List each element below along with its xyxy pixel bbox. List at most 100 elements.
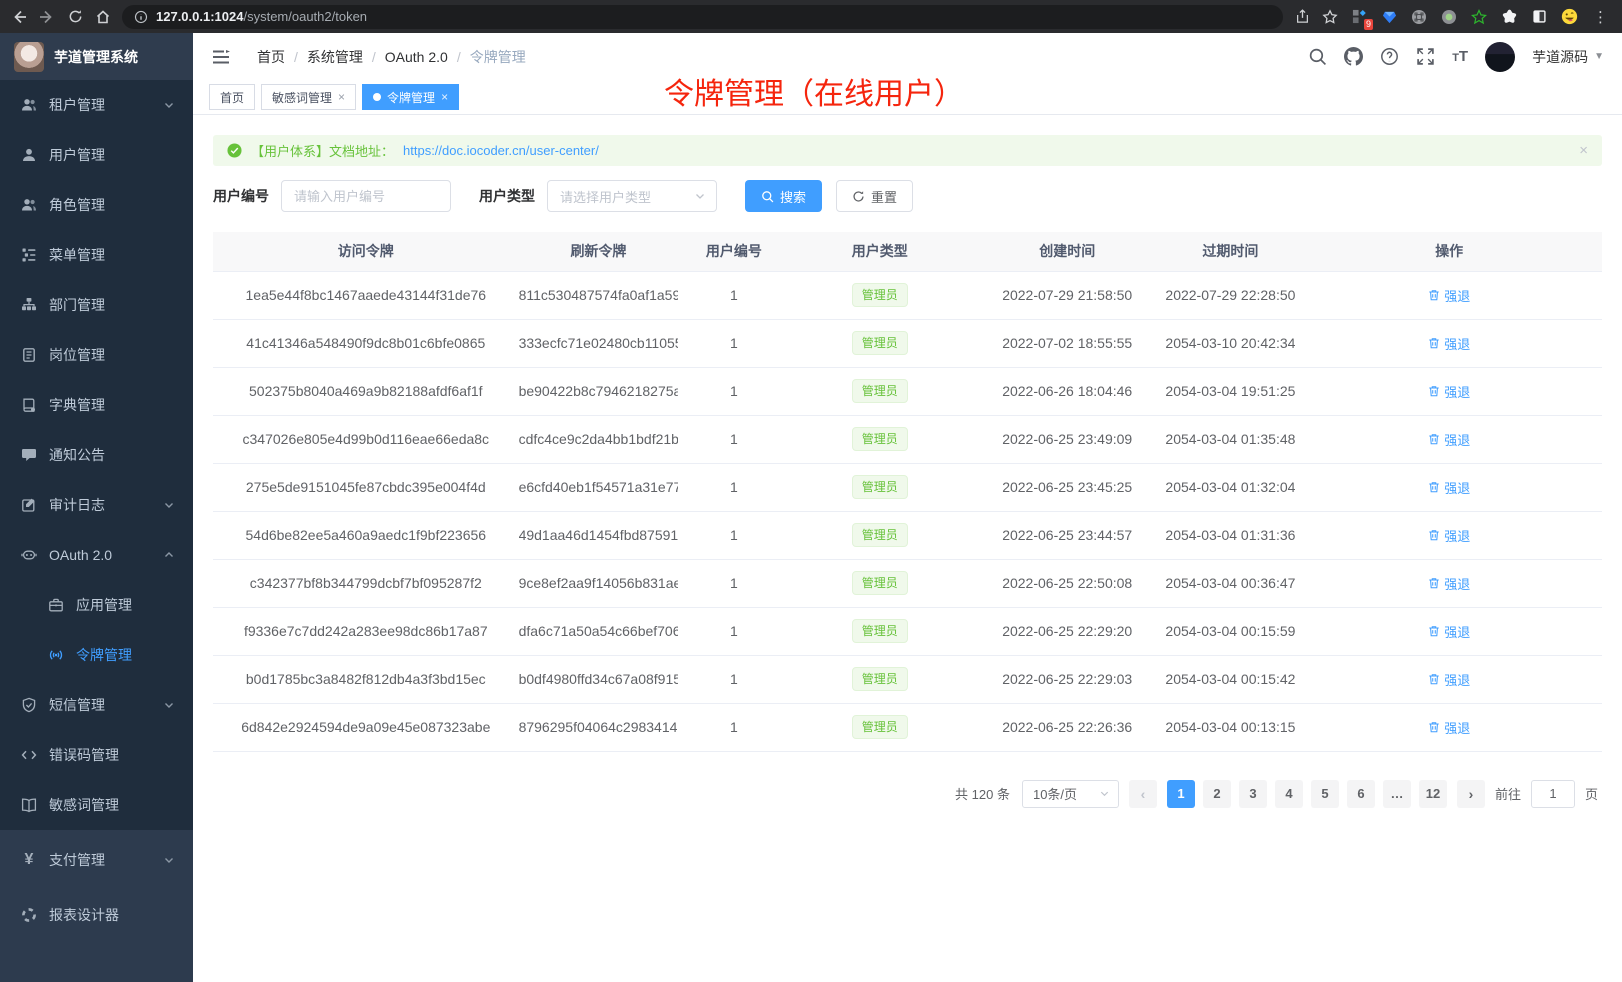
collapse-sidebar-icon[interactable] xyxy=(211,47,231,67)
table-header-cell: 用户编号 xyxy=(678,232,790,272)
tab-close-icon[interactable]: × xyxy=(441,90,449,104)
page-tab[interactable]: 令牌管理 × xyxy=(362,84,460,110)
reload-icon[interactable] xyxy=(66,8,84,26)
page-number-button[interactable]: 1 xyxy=(1166,779,1195,808)
table-header-cell: 操作 xyxy=(1296,232,1602,272)
user-type-cell: 管理员 xyxy=(789,463,970,512)
doc-link[interactable]: https://doc.iocoder.cn/user-center/ xyxy=(403,143,599,158)
sidebar-item[interactable]: 角色管理 xyxy=(0,180,193,230)
page-number-button[interactable]: … xyxy=(1382,779,1411,808)
reset-button[interactable]: 重置 xyxy=(836,180,914,212)
sidebar-item[interactable]: 租户管理 xyxy=(0,80,193,130)
access-token-cell: c347026e805e4d99b0d116eae66eda8c xyxy=(213,415,519,464)
user-id-cell: 1 xyxy=(678,607,790,656)
force-logout-link[interactable]: 强退 xyxy=(1428,718,1470,737)
sidebar-item[interactable]: 审计日志 xyxy=(0,480,193,530)
prev-page-button[interactable]: ‹ xyxy=(1128,779,1157,808)
action-cell: 强退 xyxy=(1296,271,1602,320)
search-button[interactable]: 搜索 xyxy=(745,180,823,212)
sidebar-item[interactable]: 部门管理 xyxy=(0,280,193,330)
sidebar-item[interactable]: ¥ 支付管理 xyxy=(0,832,193,887)
user-id-input[interactable] xyxy=(281,180,451,212)
user-menu[interactable]: 芋道源码 ▼ xyxy=(1532,48,1604,65)
tab-close-icon[interactable]: × xyxy=(338,90,346,104)
profile-avatar-emoji[interactable] xyxy=(1559,7,1579,27)
expire-time-cell: 2022-07-29 22:28:50 xyxy=(1164,271,1297,320)
user-id-cell: 1 xyxy=(678,367,790,416)
forward-icon[interactable] xyxy=(38,8,56,26)
sidebar-item[interactable]: 报表设计器 xyxy=(0,887,193,942)
table-header-cell: 用户类型 xyxy=(789,232,970,272)
sidebar-item[interactable]: 敏感词管理 xyxy=(0,780,193,830)
force-logout-link[interactable]: 强退 xyxy=(1428,478,1470,497)
alert-close-icon[interactable]: × xyxy=(1579,142,1588,159)
home-icon[interactable] xyxy=(94,8,112,26)
force-logout-link[interactable]: 强退 xyxy=(1428,526,1470,545)
action-cell: 强退 xyxy=(1296,607,1602,656)
sidebar-item[interactable]: OAuth 2.0 xyxy=(0,530,193,580)
refresh-token-cell: be90422b8c7946218275a508bf524fc9 xyxy=(518,367,679,416)
page-number-button[interactable]: 5 xyxy=(1310,779,1339,808)
user-avatar[interactable] xyxy=(1485,41,1516,72)
force-logout-link[interactable]: 强退 xyxy=(1428,430,1470,449)
record-extension-icon[interactable] xyxy=(1439,7,1459,27)
bookmark-star-icon[interactable] xyxy=(1321,8,1339,26)
trash-icon xyxy=(1428,289,1440,301)
breadcrumb-item[interactable]: 首页 xyxy=(257,48,285,65)
user-type-label: 用户类型 xyxy=(479,188,535,204)
page-tab[interactable]: 首页 xyxy=(209,84,256,110)
puzzle-extension-icon[interactable] xyxy=(1499,7,1519,27)
user-type-select[interactable]: 请选择用户类型 xyxy=(547,180,717,212)
force-logout-link[interactable]: 强退 xyxy=(1428,334,1470,353)
help-icon[interactable] xyxy=(1380,47,1399,66)
page-number-button[interactable]: 3 xyxy=(1238,779,1267,808)
user-id-label: 用户编号 xyxy=(213,188,269,204)
page-number-button[interactable]: 2 xyxy=(1202,779,1231,808)
command-extension-icon[interactable] xyxy=(1409,7,1429,27)
sidebar-item[interactable]: 通知公告 xyxy=(0,430,193,480)
force-logout-link[interactable]: 强退 xyxy=(1428,622,1470,641)
table-row: b0d1785bc3a8482f812db4a3f3bd15ec b0df498… xyxy=(213,655,1602,704)
gem-extension-icon[interactable] xyxy=(1379,7,1399,27)
page-tab[interactable]: 敏感词管理 × xyxy=(261,84,357,110)
next-page-button[interactable]: › xyxy=(1456,779,1485,808)
sidebar-item[interactable]: 应用管理 xyxy=(0,580,193,630)
sidebar-item[interactable]: 错误码管理 xyxy=(0,730,193,780)
fullscreen-icon[interactable] xyxy=(1416,47,1435,66)
force-logout-link[interactable]: 强退 xyxy=(1428,286,1470,305)
url-text: 127.0.0.1:1024/system/oauth2/token xyxy=(156,9,368,24)
page-jump-input[interactable] xyxy=(1530,779,1575,808)
sidebar-item[interactable]: 短信管理 xyxy=(0,680,193,730)
github-icon[interactable] xyxy=(1344,47,1364,66)
page-number-button[interactable]: 12 xyxy=(1418,779,1447,808)
sidebar-item[interactable]: 令牌管理 xyxy=(0,630,193,680)
star-extension-icon[interactable] xyxy=(1469,7,1489,27)
page-tabs: 首页 敏感词管理 × 令牌管理 × xyxy=(193,80,1622,115)
extension-grid-icon[interactable]: 9 xyxy=(1349,7,1373,30)
sidebar-item[interactable]: 岗位管理 xyxy=(0,330,193,380)
share-icon[interactable] xyxy=(1293,8,1311,26)
page-size-select[interactable]: 10条/页 xyxy=(1021,779,1119,808)
force-logout-link[interactable]: 强退 xyxy=(1428,574,1470,593)
font-size-icon[interactable]: TT xyxy=(1452,48,1469,65)
sidebar-item[interactable]: 字典管理 xyxy=(0,380,193,430)
sidebar-item[interactable]: 菜单管理 xyxy=(0,230,193,280)
user-id-cell: 1 xyxy=(678,559,790,608)
breadcrumb-item[interactable]: 令牌管理 xyxy=(448,47,526,67)
site-info-icon[interactable] xyxy=(134,10,148,24)
table-row: c342377bf8b344799dcbf7bf095287f2 9ce8ef2… xyxy=(213,559,1602,608)
app-logo[interactable]: 芋道管理系统 xyxy=(0,33,193,80)
page-number-button[interactable]: 6 xyxy=(1346,779,1375,808)
breadcrumb-item[interactable]: 系统管理 xyxy=(285,47,363,67)
force-logout-link[interactable]: 强退 xyxy=(1428,382,1470,401)
sidebar-item[interactable]: 用户管理 xyxy=(0,130,193,180)
search-icon[interactable] xyxy=(1308,47,1327,66)
page-number-button[interactable]: 4 xyxy=(1274,779,1303,808)
back-icon[interactable] xyxy=(10,8,28,26)
breadcrumb-item[interactable]: OAuth 2.0 xyxy=(363,49,448,65)
reader-extension-icon[interactable] xyxy=(1529,7,1549,27)
browser-menu-icon[interactable]: ⋮ xyxy=(1593,8,1608,26)
expire-time-cell: 2054-03-04 00:15:59 xyxy=(1164,607,1297,656)
force-logout-link[interactable]: 强退 xyxy=(1428,670,1470,689)
url-bar[interactable]: 127.0.0.1:1024/system/oauth2/token xyxy=(122,4,1283,29)
